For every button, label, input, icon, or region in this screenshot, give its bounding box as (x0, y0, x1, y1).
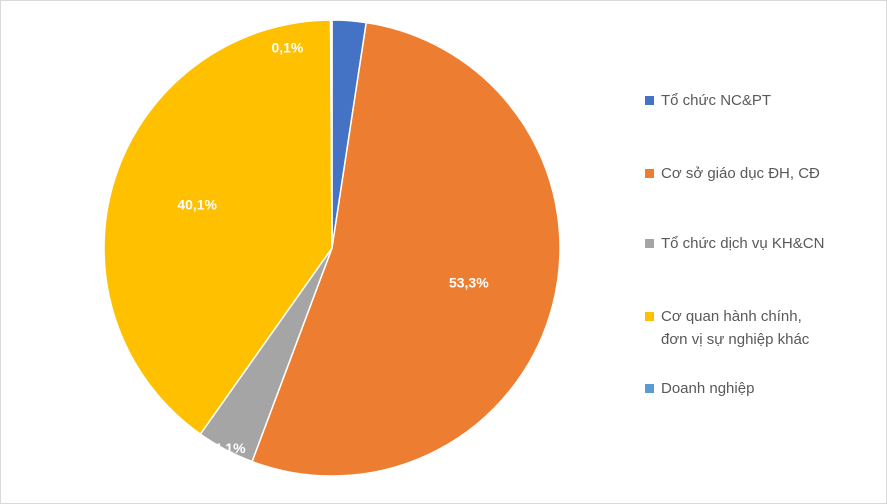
legend-item-nc-pt: Tổ chức NC&PT (645, 89, 771, 112)
legend-label: Cơ quan hành chính, đơn vị sự nghiệp khá… (661, 308, 810, 348)
pie-slice-enterprise (329, 19, 333, 249)
data-label-enterprise: 0,1% (271, 39, 303, 55)
legend-item-university: Cơ sở giáo dục ĐH, CĐ (645, 162, 820, 185)
data-label-administrative: 40,1% (177, 196, 217, 212)
legend-item-enterprise: Doanh nghiệp (645, 377, 754, 400)
pie-slice-university (251, 21, 561, 477)
legend-swatch (645, 239, 654, 248)
legend-swatch (645, 169, 654, 178)
legend-label: Doanh nghiệp (661, 380, 755, 397)
data-label-nc-pt: 2,4% (335, 1, 367, 17)
data-label-university: 53,3% (449, 274, 489, 290)
legend-item-science-service: Tổ chức dịch vụ KH&CN (645, 232, 824, 255)
legend-swatch (645, 312, 654, 321)
legend-label: Tổ chức NC&PT (661, 92, 772, 109)
legend-label: Tổ chức dịch vụ KH&CN (661, 235, 825, 252)
pie-slice-administrative (103, 19, 333, 436)
legend-swatch (645, 96, 654, 105)
legend-swatch (645, 384, 654, 393)
legend-item-administrative: Cơ quan hành chính, đơn vị sự nghiệp khá… (645, 305, 809, 351)
legend-label: Cơ sở giáo dục ĐH, CĐ (661, 165, 820, 182)
data-label-science-service: 4,1% (214, 440, 246, 456)
